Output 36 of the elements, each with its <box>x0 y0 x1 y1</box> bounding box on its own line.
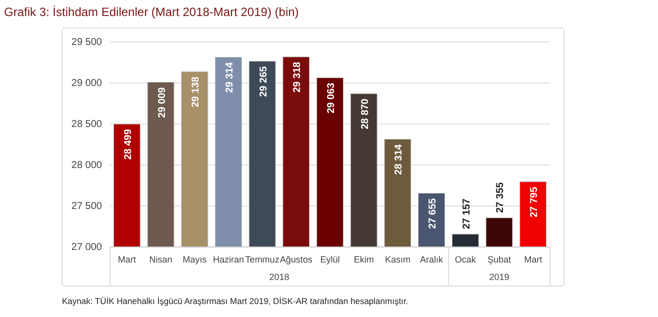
data-label: 27 355 <box>495 182 506 213</box>
x-tick-label: Haziran <box>212 254 244 264</box>
x-tick-label: Ağustos <box>280 254 313 264</box>
chart-title: Grafik 3: İstihdam Edilenler (Mart 2018-Mart 2019) (bin) <box>4 5 299 19</box>
x-tick-label: Şubat <box>487 254 512 264</box>
y-tick-label: 28 500 <box>71 119 102 130</box>
text: 2019 <box>489 272 510 282</box>
data-label: 28 314 <box>394 144 405 175</box>
x-tick-label: Mart <box>118 254 136 264</box>
data-label: 29 318 <box>292 61 304 93</box>
y-tick-label: 27 500 <box>71 201 102 212</box>
data-label: 27 157 <box>461 198 472 230</box>
y-tick-label: 28 000 <box>71 160 102 172</box>
data-label: 27 795 <box>529 186 540 218</box>
y-tick-label: 29 500 <box>71 37 102 48</box>
data-label: 27 655 <box>428 198 439 229</box>
data-label: 29 009 <box>156 86 168 118</box>
x-tick-label: Mayıs <box>182 254 208 264</box>
data-label: 29 063 <box>326 82 337 114</box>
text: Kaynak: TÜİK Hanehalkı İşgücü Araştırması Mart 2019, DİSK-AR tarafından hesaplanmıştır. <box>62 296 408 306</box>
text: 2018 <box>269 272 290 282</box>
x-tick-label: Ekim <box>354 254 374 264</box>
x-tick-label: Nisan <box>149 254 172 264</box>
x-tick-label: Kasım <box>384 254 410 264</box>
data-label: 29 138 <box>190 76 202 108</box>
x-tick-label: Mart <box>524 254 543 264</box>
x-tick-label: Ocak <box>454 254 476 264</box>
y-tick-label: 27 000 <box>71 242 102 254</box>
data-label: 28 870 <box>360 98 371 130</box>
data-label: 28 499 <box>122 128 134 160</box>
y-tick-label: 29 000 <box>71 78 102 90</box>
data-label: 29 314 <box>224 62 236 93</box>
x-tick-label: Eylül <box>320 254 340 264</box>
x-tick-label: Aralık <box>420 254 444 264</box>
data-label: 29 265 <box>258 66 270 97</box>
x-tick-label: Temmuz <box>245 254 280 264</box>
